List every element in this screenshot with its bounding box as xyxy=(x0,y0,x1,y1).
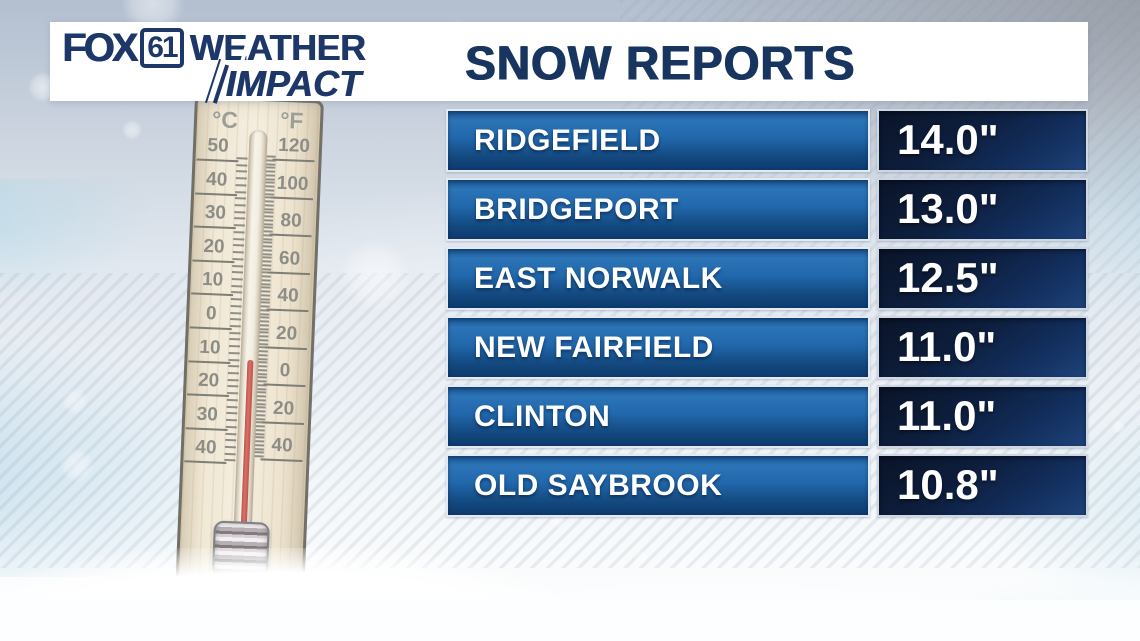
location-cell: RIDGEFIELD xyxy=(446,109,870,172)
table-row: RIDGEFIELD 14.0" xyxy=(446,109,1088,172)
table-row: OLD SAYBROOK 10.8" xyxy=(446,454,1088,517)
snow-report-table: RIDGEFIELD 14.0" BRIDGEPORT 13.0" EAST N… xyxy=(446,109,1088,523)
logo-channel-61-badge: 61 xyxy=(140,28,184,68)
logo-impact-text: IMPACT xyxy=(225,63,361,104)
logo-weather-text: WEATHER xyxy=(190,23,366,73)
location-cell: NEW FAIRFIELD xyxy=(446,316,870,379)
location-cell: CLINTON xyxy=(446,385,870,448)
snow-drift xyxy=(330,582,1090,641)
bokeh-snowflake xyxy=(122,120,142,140)
sky-cyan-tint-left-upper xyxy=(0,179,160,308)
bokeh-snowflake xyxy=(60,448,94,482)
logo-fox-text: FOX xyxy=(62,25,138,70)
amount-cell: 11.0" xyxy=(877,385,1088,448)
table-row: BRIDGEPORT 13.0" xyxy=(446,178,1088,241)
header-banner: FOX 61 WEATHER IMPACT SNOW REPORTS xyxy=(50,22,1088,104)
amount-cell: 10.8" xyxy=(877,454,1088,517)
amount-cell: 14.0" xyxy=(877,109,1088,172)
bokeh-snowflake xyxy=(1112,420,1126,434)
location-cell: OLD SAYBROOK xyxy=(446,454,870,517)
page-title: SNOW REPORTS xyxy=(465,36,856,91)
location-cell: BRIDGEPORT xyxy=(446,178,870,241)
snow-drift-base xyxy=(0,600,1140,641)
thermometer-haze xyxy=(175,95,324,588)
table-row: EAST NORWALK 12.5" xyxy=(446,247,1088,310)
bokeh-snowflake xyxy=(62,388,88,414)
location-cell: EAST NORWALK xyxy=(446,247,870,310)
amount-cell: 13.0" xyxy=(877,178,1088,241)
bokeh-snowflake xyxy=(534,588,560,614)
amount-cell: 11.0" xyxy=(877,316,1088,379)
bokeh-snowflake xyxy=(826,600,848,622)
table-row: NEW FAIRFIELD 11.0" xyxy=(446,316,1088,379)
bokeh-snowflake xyxy=(634,550,648,564)
table-row: CLINTON 11.0" xyxy=(446,385,1088,448)
fox61-weather-impact-logo: FOX 61 WEATHER IMPACT xyxy=(62,23,366,104)
thermometer-graphic: 50 40 30 20 10 0 10 20 30 40 120 100 80 60 40 20 0 20 40 °… xyxy=(175,95,324,588)
snow-drift xyxy=(820,572,1140,641)
amount-cell: 12.5" xyxy=(877,247,1088,310)
snow-drift xyxy=(0,548,630,641)
bokeh-snowflake xyxy=(340,240,410,310)
